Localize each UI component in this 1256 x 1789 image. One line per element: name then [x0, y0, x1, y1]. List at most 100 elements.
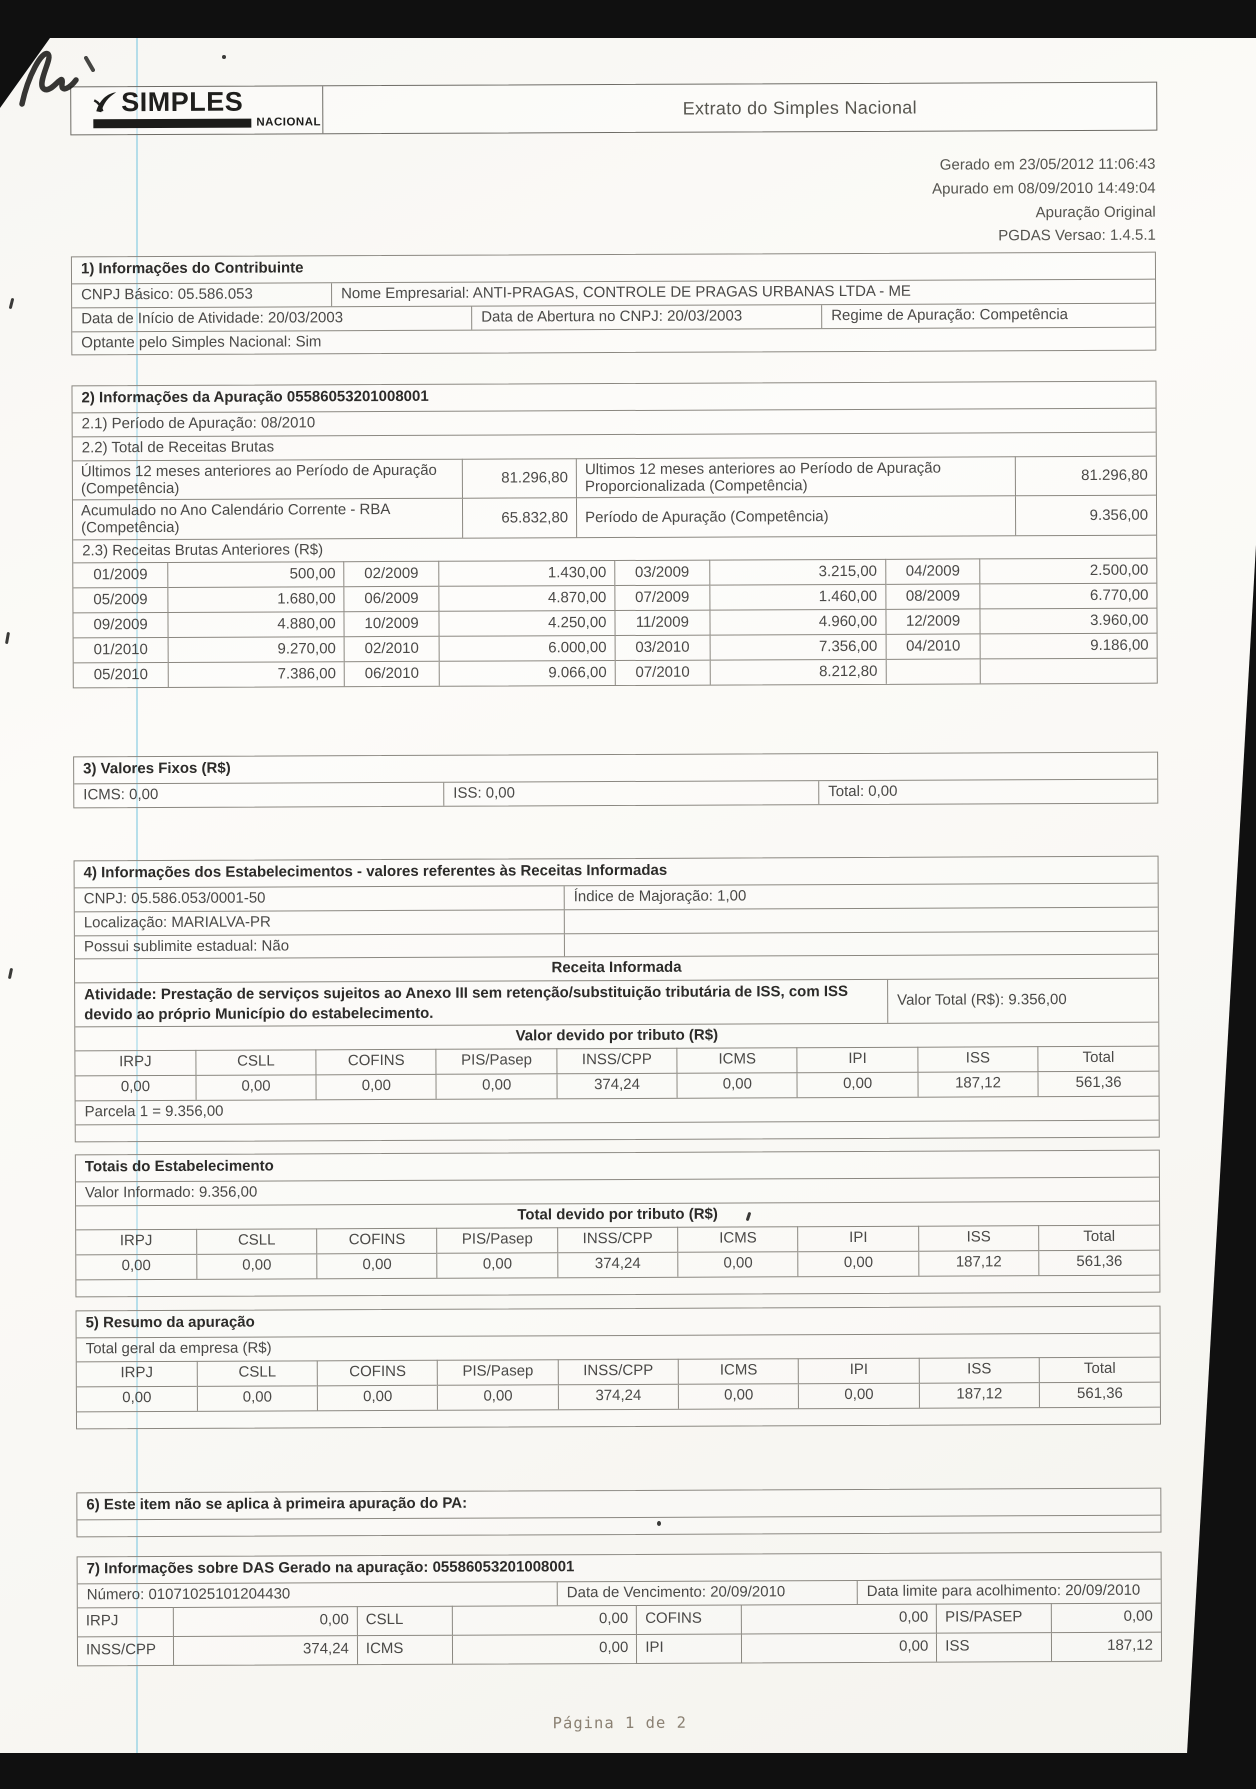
page-number: Página 1 de 2	[552, 1713, 688, 1733]
table-cell: 02/2010	[344, 636, 440, 662]
table-cell: 187,12	[1051, 1631, 1162, 1661]
table-cell: 81.296,80	[1014, 455, 1156, 496]
table-cell: Total	[1037, 1045, 1159, 1072]
section-das-gerado: 7) Informações sobre DAS Gerado na apura…	[76, 1551, 1163, 1667]
table-cell: 04/2010	[885, 634, 981, 660]
data-inicio-atividade: Data de Início de Atividade: 20/03/2003	[72, 306, 473, 331]
table-cell: 0,00	[677, 1251, 799, 1277]
table-cell: 06/2010	[344, 661, 440, 687]
table-cell: ISS	[917, 1046, 1039, 1072]
empty-cell	[565, 931, 1158, 956]
logo-cell: SIMPLES NACIONAL	[71, 86, 324, 135]
logo-swoosh-icon	[93, 92, 117, 113]
table-cell: CSLL	[197, 1360, 318, 1387]
empty-row	[77, 1514, 1161, 1537]
table-cell: 0,00	[76, 1253, 197, 1279]
table-cell: 07/2009	[614, 585, 710, 611]
table-cell: 0,00	[741, 1603, 937, 1634]
table-cell: 2.500,00	[980, 558, 1157, 585]
periodo-apuracao: 2.1) Período de Apuração: 08/2010	[81, 414, 316, 433]
table-cell: IRPJ	[75, 1050, 196, 1076]
calculated-timestamp: Apurado em 08/09/2010 14:49:04	[932, 179, 1156, 198]
table-cell: ICMS	[678, 1358, 799, 1385]
table-cell	[980, 658, 1157, 684]
parcela-info: Parcela 1 = 9.356,00	[84, 1102, 224, 1121]
table-cell: 08/2009	[885, 584, 981, 610]
pgdas-version: PGDAS Versao: 1.4.5.1	[998, 226, 1156, 245]
atividade-descricao: Atividade: Prestação de serviços sujeito…	[75, 979, 889, 1027]
table-cell: 4.880,00	[168, 611, 345, 638]
table-cell: 0,00	[798, 1250, 919, 1276]
valor-total-receita: Valor Total (R$): 9.356,00	[897, 991, 1067, 1009]
table-cell: Período de Apuração (Competência)	[576, 495, 1016, 537]
table-cell: 9.186,00	[980, 633, 1157, 660]
table-cell: 0,00	[197, 1385, 318, 1411]
table-cell: 3.960,00	[980, 608, 1157, 635]
das-limite-acolhimento: Data limite para acolhimento: 20/09/2010	[866, 1581, 1141, 1600]
table-cell: 03/2010	[615, 635, 710, 661]
table-cell: 04/2009	[885, 559, 981, 585]
sublimite-estadual: Possui sublimite estadual: Não	[74, 933, 565, 959]
table-cell: ISS	[936, 1632, 1052, 1662]
document-header: SIMPLES NACIONAL Extrato do Simples Naci…	[70, 81, 1158, 136]
valores-fixos-total: Total: 0,00	[828, 782, 898, 801]
table-cell: 01/2010	[73, 637, 169, 664]
table-cell: IPI	[797, 1046, 918, 1073]
table-cell: PIS/PASEP	[936, 1603, 1052, 1633]
section-nao-aplica: 6) Este item não se aplica à primeira ap…	[76, 1487, 1162, 1538]
table-cell: 0,00	[436, 1073, 557, 1099]
das-vencimento: Data de Vencimento: 20/09/2010	[557, 1580, 858, 1606]
estabelecimento-cnpj: CNPJ: 05.586.053/0001-50	[74, 886, 565, 912]
regime-apuracao: Regime de Apuração: Competência	[831, 305, 1069, 324]
section-estabelecimentos: 4) Informações dos Estabelecimentos - va…	[73, 855, 1160, 1142]
table-cell: 0,00	[1051, 1602, 1161, 1633]
notebook-rule-line	[136, 38, 138, 1753]
table-cell: COFINS	[317, 1360, 438, 1386]
table-cell: CSLL	[357, 1605, 453, 1636]
table-cell: IPI	[798, 1357, 920, 1384]
table-cell: 11/2009	[614, 610, 710, 636]
pen-scribble-mark	[19, 50, 95, 107]
table-cell: Total	[1039, 1356, 1160, 1383]
section-apuracao: 2) Informações da Apuração 0558605320100…	[71, 380, 1158, 689]
table-cell: 0,00	[195, 1074, 317, 1100]
table-cell: 0,00	[677, 1072, 798, 1098]
table-cell: 4.870,00	[438, 585, 615, 612]
table-cell: INSS/CPP	[556, 1048, 678, 1074]
table-cell: 05/2009	[73, 587, 169, 614]
table-cell: IRPJ	[76, 1361, 198, 1387]
table-cell: Ultimos 12 meses anteriores ao Período d…	[576, 456, 1016, 498]
table-cell: 0,00	[196, 1253, 318, 1279]
table-cell: 0,00	[437, 1384, 559, 1410]
valor-informado: Valor Informado: 9.356,00	[84, 1183, 258, 1202]
table-cell: 07/2010	[615, 660, 711, 686]
table-cell: 9.066,00	[439, 660, 616, 687]
table-cell: 374,24	[558, 1384, 679, 1410]
table-cell: INSS/CPP	[557, 1226, 678, 1253]
empty-row	[76, 1406, 1161, 1429]
generation-metadata: Gerado em 23/05/2012 11:06:43 Apurado em…	[70, 155, 1156, 256]
table-cell: 500,00	[168, 561, 345, 588]
receitas-anteriores-table: 01/2009 500,00 02/2009 1.430,00 03/2009 3.215…	[73, 558, 1157, 688]
valores-fixos-icms: ICMS: 0,00	[74, 782, 445, 808]
receitas-totais-table: Últimos 12 meses anteriores ao Período d…	[72, 455, 1157, 539]
indice-majoracao: Índice de Majoração: 1,00	[573, 887, 747, 906]
table-cell: INSS/CPP	[558, 1359, 679, 1385]
table-cell: Últimos 12 meses anteriores ao Período d…	[72, 458, 463, 500]
das-numero: Número: 01071025101204430	[77, 1582, 558, 1608]
total-geral-label: Total geral da empresa (R$)	[85, 1339, 272, 1358]
table-cell: 4.960,00	[709, 609, 886, 636]
table-cell: 02/2009	[343, 561, 439, 587]
table-cell: PIS/Pasep	[437, 1359, 559, 1386]
apuracao-type: Apuração Original	[1035, 203, 1156, 221]
table-cell: IPI	[798, 1225, 919, 1252]
logo-text-simples: SIMPLES	[121, 86, 244, 118]
table-cell: ISS	[918, 1225, 1039, 1251]
table-cell: 06/2009	[344, 586, 439, 612]
table-cell: COFINS	[316, 1227, 438, 1254]
table-cell: 4.250,00	[438, 610, 616, 637]
table-cell: 0,00	[452, 1605, 637, 1635]
table-cell: PIS/Pasep	[436, 1048, 557, 1075]
empty-cell	[565, 907, 1158, 932]
generated-timestamp: Gerado em 23/05/2012 11:06:43	[939, 155, 1156, 174]
